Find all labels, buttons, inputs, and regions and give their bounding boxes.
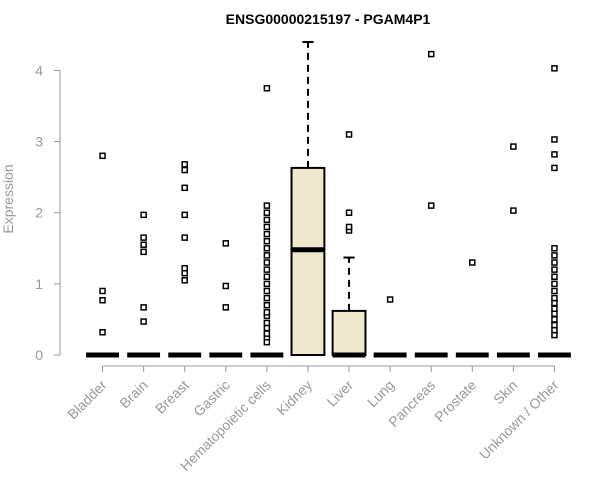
outlier-point bbox=[140, 234, 147, 241]
outlier-point bbox=[427, 50, 435, 58]
outlier-point bbox=[140, 248, 147, 256]
box-group bbox=[414, 50, 448, 358]
outlier-point bbox=[263, 287, 271, 295]
y-tick-label: 4 bbox=[35, 62, 43, 78]
chart-title: ENSG00000215197 - PGAM4P1 bbox=[226, 11, 431, 27]
outlier-point bbox=[263, 209, 271, 216]
outlier-point bbox=[181, 211, 188, 219]
box-group bbox=[538, 65, 571, 358]
y-tick-label: 1 bbox=[35, 276, 43, 292]
box-group bbox=[250, 84, 284, 358]
outlier-point bbox=[263, 252, 271, 259]
plot-area bbox=[86, 41, 571, 358]
box-group bbox=[496, 143, 530, 358]
outlier-point bbox=[181, 161, 188, 168]
outlier-point bbox=[99, 152, 106, 160]
outlier-point bbox=[263, 309, 271, 316]
outlier-point bbox=[345, 223, 353, 231]
outlier-point bbox=[469, 259, 476, 266]
outlier-point bbox=[263, 280, 271, 288]
outlier-point bbox=[222, 304, 230, 311]
box-group bbox=[168, 161, 202, 358]
outlier-point bbox=[263, 294, 271, 302]
box-group bbox=[209, 240, 243, 358]
outlier-point bbox=[181, 166, 188, 174]
x-tick-label: Kidney bbox=[273, 377, 315, 419]
outlier-point bbox=[263, 245, 271, 252]
x-tick-label: Prostate bbox=[431, 377, 479, 425]
box bbox=[331, 309, 367, 356]
outlier-point bbox=[140, 318, 147, 325]
outlier-point bbox=[510, 207, 517, 214]
outlier-point bbox=[263, 266, 271, 273]
outlier-point bbox=[510, 143, 517, 150]
outlier-point bbox=[551, 259, 558, 266]
outlier-point bbox=[263, 230, 271, 238]
box-group bbox=[290, 41, 326, 356]
outlier-point bbox=[551, 252, 558, 259]
outlier-point bbox=[263, 216, 271, 224]
outlier-point bbox=[551, 65, 558, 72]
outlier-point bbox=[181, 234, 188, 241]
outlier-point bbox=[140, 211, 147, 219]
outlier-point bbox=[222, 240, 230, 247]
box-group bbox=[86, 152, 119, 358]
outlier-point bbox=[263, 273, 271, 280]
outlier-point bbox=[551, 245, 558, 252]
outlier-point bbox=[99, 328, 106, 336]
outlier-point bbox=[551, 316, 558, 323]
box-group bbox=[455, 259, 489, 358]
outlier-point bbox=[345, 209, 353, 216]
x-tick-label: Brain bbox=[116, 377, 150, 411]
outlier-point bbox=[551, 273, 558, 280]
x-tick-label: Lung bbox=[364, 377, 397, 410]
outlier-point bbox=[99, 287, 106, 295]
outlier-point bbox=[427, 202, 435, 209]
y-axis: 0 1 2 3 4 bbox=[35, 62, 61, 363]
outlier-point bbox=[551, 294, 558, 302]
outlier-point bbox=[263, 259, 271, 266]
box-group bbox=[373, 296, 407, 358]
y-tick-label: 2 bbox=[35, 205, 43, 221]
outlier-point bbox=[551, 321, 558, 329]
outlier-point bbox=[551, 287, 558, 295]
outlier-point bbox=[181, 184, 188, 192]
outlier-point bbox=[140, 304, 147, 311]
outlier-point bbox=[263, 84, 271, 92]
outlier-point bbox=[181, 264, 188, 272]
outlier-point bbox=[551, 136, 558, 143]
outlier-point bbox=[551, 305, 558, 313]
outlier-point bbox=[263, 202, 271, 209]
outlier-point bbox=[551, 280, 558, 288]
outlier-point bbox=[551, 151, 558, 158]
outlier-point bbox=[386, 296, 394, 303]
outlier-point bbox=[181, 277, 188, 284]
outlier-point bbox=[140, 241, 147, 248]
outlier-point bbox=[99, 296, 106, 304]
outlier-point bbox=[222, 282, 230, 290]
x-tick-label: Liver bbox=[323, 377, 356, 410]
outlier-point bbox=[551, 164, 558, 172]
box-group bbox=[127, 211, 161, 358]
box-group bbox=[331, 131, 367, 358]
outlier-point bbox=[263, 330, 271, 337]
box bbox=[290, 166, 326, 356]
outlier-point bbox=[263, 223, 271, 231]
outlier-point bbox=[551, 266, 558, 273]
outlier-point bbox=[263, 237, 271, 245]
y-axis-label: Expression bbox=[0, 164, 16, 233]
outlier-point bbox=[345, 131, 353, 138]
x-tick-label: Skin bbox=[490, 377, 521, 408]
outlier-point bbox=[263, 301, 271, 309]
x-tick-label: Breast bbox=[152, 377, 192, 417]
y-tick-label: 3 bbox=[35, 134, 43, 150]
outlier-point bbox=[263, 319, 271, 327]
x-tick-label: Bladder bbox=[64, 377, 110, 423]
y-tick-label: 0 bbox=[35, 347, 43, 363]
